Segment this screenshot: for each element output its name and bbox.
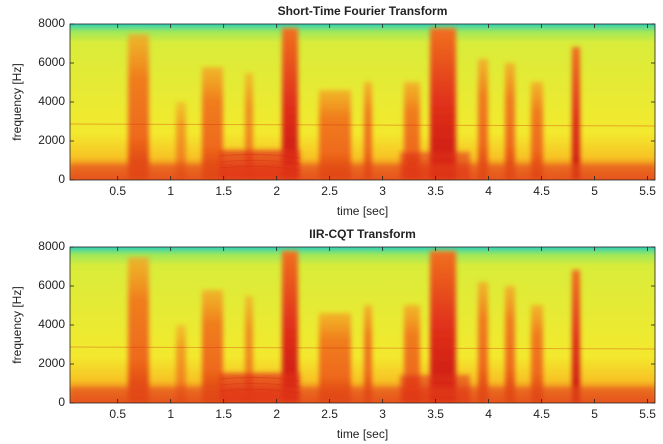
y-tick-label: 2000: [38, 133, 65, 147]
x-tick-label: 5.5: [639, 184, 656, 198]
x-tick-label: 3: [379, 407, 386, 421]
x-tick-label: 5: [591, 407, 598, 421]
x-tick-label: 5.5: [639, 407, 656, 421]
y-axis-label: frequency [Hz]: [10, 286, 24, 363]
x-tick-label: 1: [167, 184, 174, 198]
x-tick-label: 0.5: [109, 407, 126, 421]
y-tick-label: 0: [58, 172, 65, 186]
x-tick-label: 2: [273, 184, 280, 198]
chart-title: Short-Time Fourier Transform: [278, 4, 448, 18]
chart-title: IIR-CQT Transform: [309, 227, 416, 241]
x-tick-label: 2.5: [321, 184, 338, 198]
y-tick-label: 6000: [38, 278, 65, 292]
x-tick-label: 1.5: [215, 184, 232, 198]
x-tick-label: 3.5: [427, 184, 444, 198]
y-tick-label: 0: [58, 395, 65, 409]
x-tick-label: 4: [485, 407, 492, 421]
spectrogram-image: [70, 247, 655, 403]
y-tick-label: 8000: [38, 239, 65, 253]
x-tick-label: 4.5: [533, 407, 550, 421]
y-tick-label: 4000: [38, 94, 65, 108]
y-tick-label: 8000: [38, 16, 65, 30]
y-tick-label: 2000: [38, 356, 65, 370]
x-tick-label: 4: [485, 184, 492, 198]
x-tick-label: 1: [167, 407, 174, 421]
x-axis-label: time [sec]: [337, 427, 388, 441]
x-tick-label: 1.5: [215, 407, 232, 421]
x-tick-label: 2: [273, 407, 280, 421]
x-axis-label: time [sec]: [337, 204, 388, 218]
y-axis-label: frequency [Hz]: [10, 63, 24, 140]
y-tick-label: 4000: [38, 317, 65, 331]
x-tick-label: 2.5: [321, 407, 338, 421]
x-tick-label: 3: [379, 184, 386, 198]
y-tick-label: 6000: [38, 55, 65, 69]
spectrogram-image: [70, 24, 655, 180]
x-tick-label: 3.5: [427, 407, 444, 421]
x-tick-label: 4.5: [533, 184, 550, 198]
x-tick-label: 5: [591, 184, 598, 198]
x-tick-label: 0.5: [109, 184, 126, 198]
